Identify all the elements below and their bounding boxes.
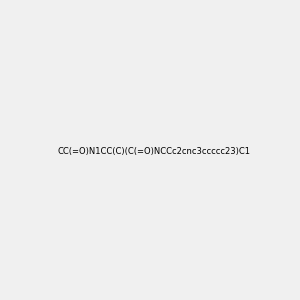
Text: CC(=O)N1CC(C)(C(=O)NCCc2cnc3ccccc23)C1: CC(=O)N1CC(C)(C(=O)NCCc2cnc3ccccc23)C1 <box>57 147 250 156</box>
